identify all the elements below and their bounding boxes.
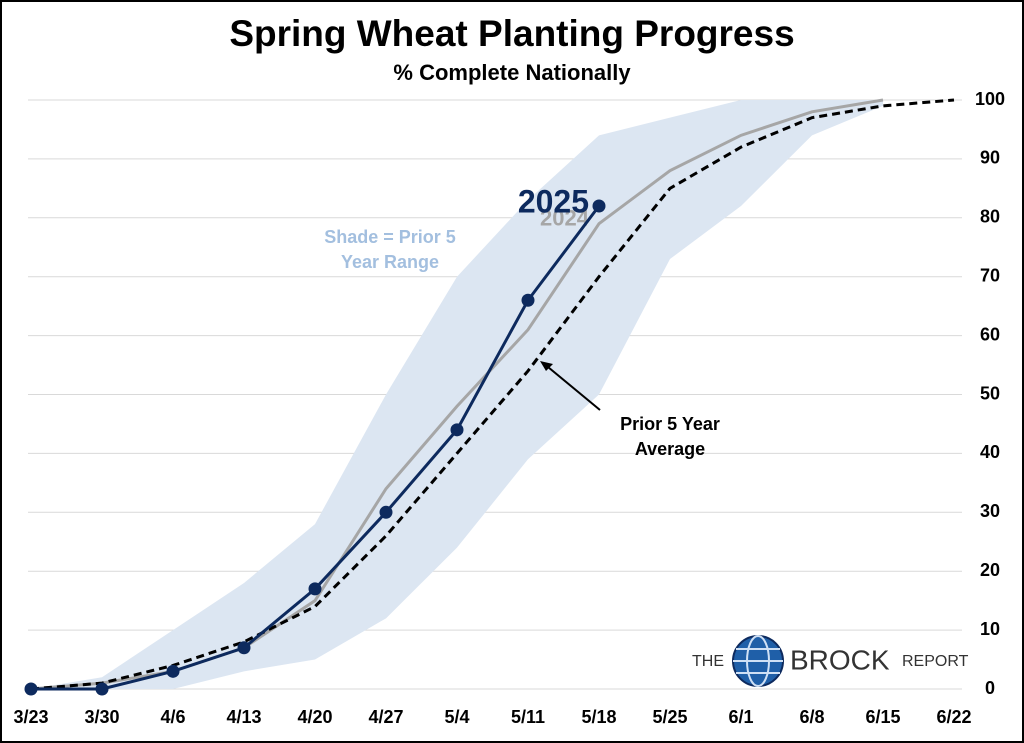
x-tick-label: 6/22 <box>936 707 971 727</box>
point <box>592 199 606 213</box>
point <box>379 505 393 519</box>
y-tick-label: 100 <box>975 89 1005 109</box>
point <box>166 664 180 678</box>
y-tick-label: 30 <box>980 501 1000 521</box>
y-tick-label: 0 <box>985 678 995 698</box>
range-band <box>31 100 883 689</box>
logo-text: THE <box>692 653 724 670</box>
series-line <box>30 98 955 691</box>
point <box>95 682 109 696</box>
x-tick-label: 4/27 <box>368 707 403 727</box>
point <box>521 293 535 307</box>
arrow-head <box>540 361 553 371</box>
annotation-arrow <box>547 366 601 411</box>
x-tick-label: 5/18 <box>581 707 616 727</box>
y-tick-label: 60 <box>980 324 1000 344</box>
x-tick-label: 3/23 <box>13 707 48 727</box>
point <box>24 682 38 696</box>
x-tick-label: 6/1 <box>728 707 753 727</box>
y-tick-label: 50 <box>980 383 1000 403</box>
x-tick-label: 5/4 <box>444 707 469 727</box>
x-tick-label: 3/30 <box>84 707 119 727</box>
series-label: 2024 <box>540 206 590 231</box>
y-tick-label: 90 <box>980 148 1000 168</box>
chart-subtitle: % Complete Nationally <box>393 60 631 85</box>
chart-title: Spring Wheat Planting Progress <box>229 13 794 54</box>
logo-text: BROCK <box>790 644 890 675</box>
x-tick-label: 4/20 <box>297 707 332 727</box>
x-tick-label: 6/8 <box>799 707 824 727</box>
series-label: 2025 <box>518 183 589 219</box>
annotation: Shade = Prior 5 <box>324 227 456 247</box>
logo-text: REPORT <box>902 653 969 670</box>
y-tick-label: 10 <box>980 619 1000 639</box>
x-tick-label: 4/13 <box>226 707 261 727</box>
point <box>308 582 322 596</box>
logo-globe <box>732 635 784 687</box>
point <box>450 423 464 437</box>
annotation: Average <box>635 439 705 459</box>
y-tick-label: 40 <box>980 442 1000 462</box>
y-tick-label: 20 <box>980 560 1000 580</box>
y-tick-label: 70 <box>980 265 1000 285</box>
x-tick-label: 6/15 <box>865 707 900 727</box>
y-tick-label: 80 <box>980 207 1000 227</box>
x-tick-label: 4/6 <box>160 707 185 727</box>
annotation: Year Range <box>341 252 439 272</box>
annotation: Prior 5 Year <box>620 414 720 434</box>
x-tick-label: 5/11 <box>511 707 545 727</box>
plot: 0 10 20 30 40 50 60 70 80 90 100 3/23 3/30 4/6 4/13 4/2… <box>13 89 1005 727</box>
x-tick-label: 5/25 <box>652 707 687 727</box>
point <box>237 641 251 655</box>
